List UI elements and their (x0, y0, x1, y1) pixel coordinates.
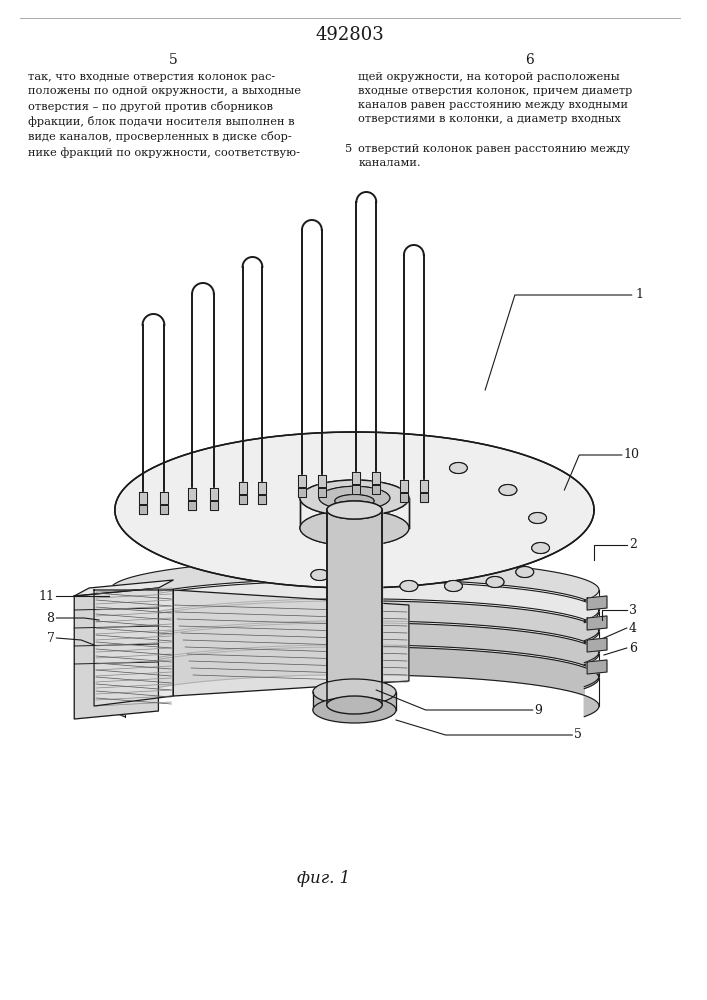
Polygon shape (110, 623, 599, 687)
Polygon shape (353, 472, 361, 484)
Ellipse shape (356, 576, 373, 587)
Polygon shape (188, 501, 196, 510)
Polygon shape (587, 596, 607, 610)
Text: 7: 7 (47, 632, 54, 645)
Text: отверстий колонок равен расстоянию между
каналами.: отверстий колонок равен расстоянию между… (358, 144, 631, 168)
Polygon shape (373, 472, 380, 484)
Text: 10: 10 (624, 448, 640, 462)
Polygon shape (110, 601, 599, 663)
Text: 5: 5 (574, 728, 582, 742)
Ellipse shape (400, 580, 418, 591)
Ellipse shape (450, 462, 467, 474)
Polygon shape (327, 510, 382, 705)
Text: 8: 8 (47, 611, 54, 624)
Polygon shape (318, 475, 326, 487)
Text: 1: 1 (636, 288, 643, 302)
Polygon shape (259, 482, 267, 494)
Polygon shape (210, 488, 218, 500)
Text: 5: 5 (344, 144, 352, 154)
Polygon shape (298, 475, 306, 487)
Polygon shape (327, 510, 382, 705)
Polygon shape (298, 488, 306, 497)
Text: 5: 5 (169, 53, 177, 67)
Polygon shape (110, 559, 599, 621)
Polygon shape (587, 638, 607, 652)
Text: 2: 2 (629, 538, 636, 552)
Ellipse shape (313, 697, 396, 723)
Ellipse shape (335, 495, 374, 507)
Ellipse shape (532, 542, 549, 554)
Ellipse shape (327, 696, 382, 714)
Polygon shape (313, 692, 396, 710)
Polygon shape (318, 488, 326, 497)
Ellipse shape (311, 570, 329, 580)
Polygon shape (74, 588, 158, 719)
Ellipse shape (313, 679, 396, 705)
Polygon shape (110, 647, 599, 717)
Polygon shape (420, 480, 428, 492)
Ellipse shape (300, 510, 409, 546)
Polygon shape (239, 495, 247, 504)
Text: фиг. 1: фиг. 1 (297, 870, 350, 887)
Ellipse shape (356, 576, 373, 587)
Polygon shape (115, 432, 594, 588)
Ellipse shape (300, 480, 409, 516)
Polygon shape (160, 505, 168, 514)
Ellipse shape (516, 566, 534, 578)
Ellipse shape (532, 542, 549, 554)
Ellipse shape (327, 501, 382, 519)
Ellipse shape (499, 485, 517, 495)
Text: щей окружности, на которой расположены
входные отверстия колонок, причем диаметр: щей окружности, на которой расположены в… (358, 72, 633, 124)
Polygon shape (400, 493, 408, 502)
Ellipse shape (486, 576, 504, 587)
Ellipse shape (319, 486, 390, 510)
Polygon shape (94, 590, 173, 706)
Text: так, что входные отверстия колонок рас-
положены по одной окружности, а выходные: так, что входные отверстия колонок рас- … (28, 72, 300, 158)
Ellipse shape (445, 580, 462, 591)
Ellipse shape (450, 462, 467, 474)
Ellipse shape (516, 566, 534, 578)
Polygon shape (110, 581, 599, 641)
Ellipse shape (499, 485, 517, 495)
Polygon shape (353, 485, 361, 494)
Text: 492803: 492803 (315, 26, 384, 44)
Polygon shape (173, 590, 409, 696)
Ellipse shape (300, 480, 409, 516)
Polygon shape (188, 488, 196, 500)
Polygon shape (420, 493, 428, 502)
Polygon shape (400, 480, 408, 492)
Ellipse shape (445, 580, 462, 591)
Ellipse shape (486, 576, 504, 587)
Ellipse shape (335, 495, 374, 507)
Polygon shape (373, 485, 380, 494)
Ellipse shape (327, 696, 382, 714)
Ellipse shape (529, 512, 547, 524)
Polygon shape (259, 495, 267, 504)
Text: 11: 11 (38, 589, 54, 602)
Polygon shape (587, 660, 607, 674)
Ellipse shape (300, 510, 409, 546)
Polygon shape (160, 492, 168, 504)
Ellipse shape (311, 570, 329, 580)
Polygon shape (239, 482, 247, 494)
Polygon shape (139, 505, 146, 514)
Polygon shape (587, 616, 607, 630)
Text: 9: 9 (534, 704, 542, 716)
Text: 6: 6 (629, 642, 637, 654)
Polygon shape (139, 492, 146, 504)
Polygon shape (74, 580, 173, 596)
Polygon shape (115, 432, 594, 588)
Text: 3: 3 (629, 603, 637, 616)
Ellipse shape (327, 501, 382, 519)
Ellipse shape (400, 580, 418, 591)
Text: 6: 6 (525, 53, 534, 67)
Text: 4: 4 (629, 621, 637, 635)
Ellipse shape (319, 486, 390, 510)
Ellipse shape (529, 512, 547, 524)
Polygon shape (210, 501, 218, 510)
